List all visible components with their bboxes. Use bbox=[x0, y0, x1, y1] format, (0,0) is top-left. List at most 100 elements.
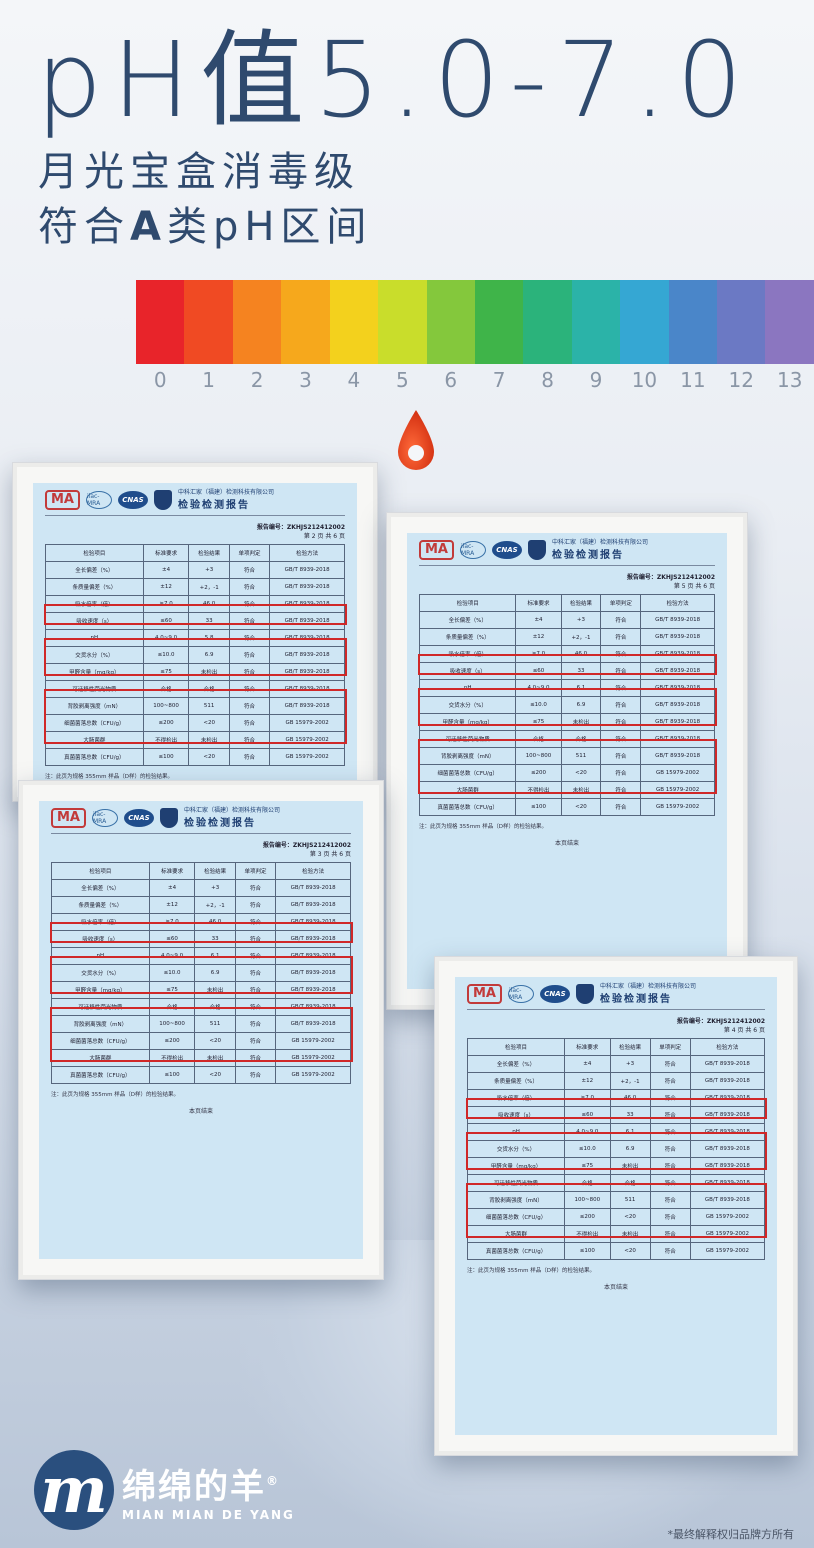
table-cell: 交货水分（%） bbox=[45, 646, 144, 665]
table-row: 甲醛含量（mg/kg） ≤75 未检出 符合 GB/T 8939-2018 bbox=[51, 981, 351, 1000]
table-cell: 符合 bbox=[649, 1140, 691, 1159]
table-cell: 6.1 bbox=[194, 947, 236, 966]
table-cell: GB/T 8939-2018 bbox=[689, 1157, 766, 1176]
ph-scale-label: 13 bbox=[776, 368, 803, 392]
table-cell: 符合 bbox=[228, 561, 271, 580]
table-cell: GB/T 8939-2018 bbox=[689, 1055, 766, 1074]
page-indicator: 第 2 页 共 6 页 bbox=[303, 533, 345, 541]
table-header-row: 检验项目 标准要求 检验结果 单项判定 检验方法 bbox=[418, 594, 715, 613]
table-cell: 合格 bbox=[188, 680, 230, 699]
table-cell: 46.0 bbox=[188, 595, 230, 614]
table-cell: 符合 bbox=[234, 1032, 277, 1051]
table-header-cell: 检验方法 bbox=[689, 1038, 766, 1057]
table-header-cell: 单项判定 bbox=[600, 594, 642, 613]
lab-name: 中科汇家（福建）检测科技有限公司 bbox=[552, 539, 649, 546]
table-cell: GB/T 8939-2018 bbox=[275, 896, 351, 915]
lab-shield-icon bbox=[154, 490, 172, 511]
table-row: 背胶剥离强度（mN） 100~800 511 符合 GB/T 8939-2018 bbox=[418, 747, 715, 766]
table-cell: 符合 bbox=[649, 1106, 691, 1125]
table-header-cell: 检验方法 bbox=[275, 862, 351, 881]
table-row: 交货水分（%） ≤10.0 6.9 符合 GB/T 8939-2018 bbox=[45, 646, 345, 665]
table-row: 可迁移性荧光物质 合格 合格 符合 GB/T 8939-2018 bbox=[45, 680, 345, 699]
table-cell: 细菌菌落总数（CFU/g） bbox=[51, 1032, 150, 1051]
table-row: 真菌菌落总数（CFU/g） ≤100 <20 符合 GB 15979-2002 bbox=[466, 1242, 766, 1261]
table-row: 交货水分（%） ≤10.0 6.9 符合 GB/T 8939-2018 bbox=[51, 964, 351, 983]
table-cell: 6.1 bbox=[560, 679, 602, 698]
table-cell: 符合 bbox=[600, 764, 642, 783]
table-cell: GB/T 8939-2018 bbox=[640, 747, 715, 766]
ph-scale-label: 4 bbox=[347, 368, 361, 392]
table-cell: GB 15979-2002 bbox=[689, 1208, 766, 1227]
table-cell: 不得检出 bbox=[142, 731, 190, 750]
cma-logo: MA bbox=[467, 984, 502, 1005]
table-cell: 细菌菌落总数（CFU/g） bbox=[466, 1208, 566, 1227]
table-cell: 6.9 bbox=[194, 964, 236, 983]
ph-swatch bbox=[329, 280, 379, 364]
table-cell: 甲醛含量（mg/kg） bbox=[418, 713, 517, 732]
ph-swatch bbox=[378, 280, 427, 364]
table-cell: 符合 bbox=[600, 730, 642, 749]
table-cell: 未检出 bbox=[194, 1049, 236, 1068]
ilac-mra-logo: ilac-MRA bbox=[92, 809, 118, 828]
table-cell: ≤100 bbox=[564, 1242, 611, 1261]
table-row: pH 4.0~9.0 6.1 符合 GB/T 8939-2018 bbox=[51, 947, 351, 966]
ph-scale-label: 8 bbox=[541, 368, 554, 392]
ph-scale-label: 5 bbox=[395, 368, 409, 392]
table-cell: 符合 bbox=[600, 696, 642, 715]
table-row: 细菌菌落总数（CFU/g） ≤200 <20 符合 GB 15979-2002 bbox=[51, 1032, 351, 1051]
table-cell: 511 bbox=[609, 1191, 651, 1210]
report-title: 检验检测报告 bbox=[178, 500, 250, 512]
table-cell: GB/T 8939-2018 bbox=[640, 679, 715, 698]
table-row: 细菌菌落总数（CFU/g） ≤200 <20 符合 GB 15979-2002 bbox=[418, 764, 715, 783]
lab-shield-icon bbox=[576, 984, 594, 1005]
table-cell: <20 bbox=[560, 764, 602, 783]
table-cell: 未检出 bbox=[188, 731, 230, 750]
table-cell: GB/T 8939-2018 bbox=[269, 629, 345, 648]
table-cell: ≤100 bbox=[515, 798, 562, 817]
brand-mark-icon: m bbox=[34, 1450, 114, 1530]
table-row: 细菌菌落总数（CFU/g） ≤200 <20 符合 GB 15979-2002 bbox=[466, 1208, 766, 1227]
table-cell: GB 15979-2002 bbox=[640, 764, 715, 783]
table-cell: 吸水倍率（倍） bbox=[45, 595, 144, 614]
report-title: 检验检测报告 bbox=[600, 994, 672, 1006]
table-cell: GB/T 8939-2018 bbox=[269, 578, 345, 597]
table-cell: 合格 bbox=[148, 998, 196, 1017]
table-cell: 33 bbox=[560, 662, 602, 681]
table-cell: ±4 bbox=[148, 879, 196, 898]
table-cell: GB 15979-2002 bbox=[275, 1032, 351, 1051]
cnas-logo: CNAS bbox=[124, 809, 154, 828]
table-cell: +3 bbox=[194, 879, 236, 898]
table-header-cell: 检验方法 bbox=[269, 544, 345, 563]
table-cell: 条质量偏差（%） bbox=[466, 1072, 566, 1091]
table-cell: <20 bbox=[560, 798, 602, 817]
table-cell: GB/T 8939-2018 bbox=[269, 595, 345, 614]
table-cell: 33 bbox=[609, 1106, 651, 1125]
cnas-logo: CNAS bbox=[118, 491, 148, 510]
report-sheet: MA ilac-MRA CNAS 中科汇家（福建）检测科技有限公司 检验检测报告 报告编号… bbox=[39, 801, 363, 1259]
table-cell: GB/T 8939-2018 bbox=[689, 1106, 766, 1125]
table-header-cell: 标准要求 bbox=[148, 862, 196, 881]
report-end: 本页结束 bbox=[554, 840, 579, 848]
table-cell: 符合 bbox=[600, 747, 642, 766]
table-cell: 符合 bbox=[649, 1208, 691, 1227]
table-cell: GB 15979-2002 bbox=[689, 1225, 766, 1244]
ph-swatch bbox=[426, 280, 475, 364]
table-row: 全长偏差（%） ±4 +3 符合 GB/T 8939-2018 bbox=[466, 1055, 766, 1074]
table-cell: ≤10.0 bbox=[148, 964, 196, 983]
table-row: 可迁移性荧光物质 合格 合格 符合 GB/T 8939-2018 bbox=[51, 998, 351, 1017]
table-cell: 511 bbox=[188, 697, 230, 716]
table-row: 吸收速度（s） ≤60 33 符合 GB/T 8939-2018 bbox=[466, 1106, 766, 1125]
table-cell: ≤10.0 bbox=[564, 1140, 611, 1159]
table-cell: 符合 bbox=[649, 1174, 691, 1193]
table-cell: GB/T 8939-2018 bbox=[269, 697, 345, 716]
report-number: 报告编号：ZKHJS212412002 bbox=[262, 842, 351, 850]
table-cell: ≥7.0 bbox=[515, 645, 562, 664]
ilac-mra-logo: ilac-MRA bbox=[460, 541, 486, 560]
report-header: MA ilac-MRA CNAS 中科汇家（福建）检测科技有限公司 检验检测报告 bbox=[419, 539, 715, 567]
table-cell: 甲醛含量（mg/kg） bbox=[51, 981, 150, 1000]
table-cell: GB/T 8939-2018 bbox=[689, 1191, 766, 1210]
table-row: 吸水倍率（倍） ≥7.0 46.0 符合 GB/T 8939-2018 bbox=[45, 595, 345, 614]
table-cell: 符合 bbox=[600, 628, 642, 647]
table-cell: 6.1 bbox=[609, 1123, 651, 1142]
page-indicator: 第 3 页 共 6 页 bbox=[309, 851, 351, 859]
